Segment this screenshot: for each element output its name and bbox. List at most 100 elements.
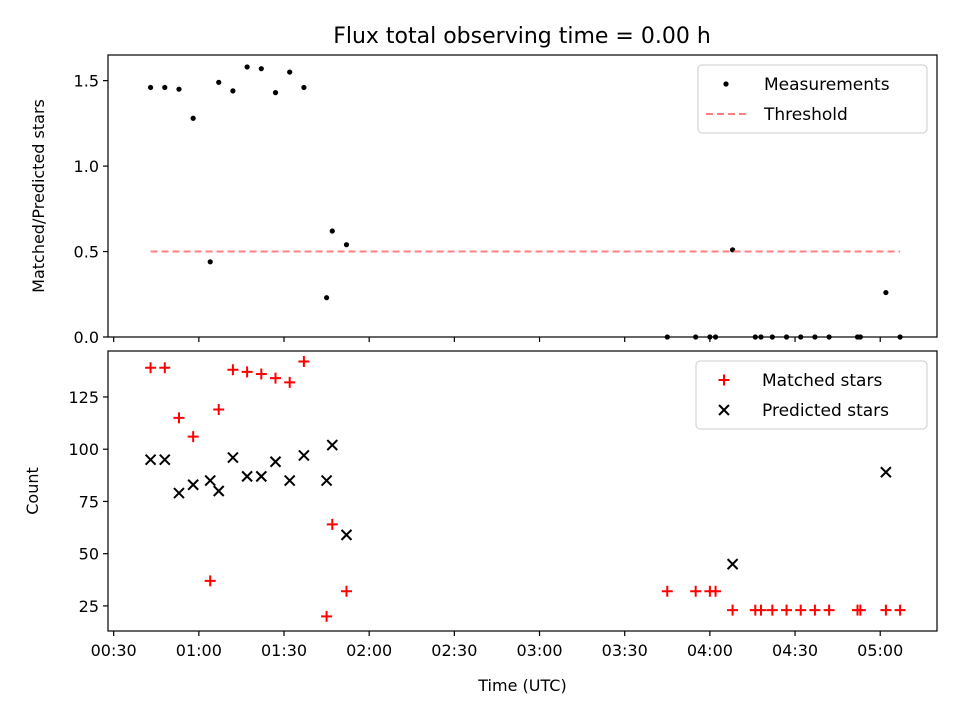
y-tick-label: 0.0 — [74, 328, 99, 347]
matched-star-point — [241, 366, 253, 378]
predicted-star-point — [213, 485, 225, 497]
measurement-point — [301, 84, 307, 91]
measurement-point — [162, 84, 168, 91]
bottom-panel: 25 50 75 100 125 00:30 01:00 01:30 02:00 02:30 03:… — [23, 350, 938, 695]
predicted-star-point — [173, 487, 185, 499]
predicted-star-point — [320, 474, 333, 487]
matched-star-point — [173, 412, 185, 424]
predicted-star-point — [187, 479, 199, 491]
measurement-point — [798, 334, 804, 340]
matched-star-point — [284, 376, 296, 388]
measurement-point — [812, 334, 818, 340]
y-tick-label: 25 — [79, 597, 99, 616]
y-tick-label: 50 — [79, 545, 99, 564]
axes-frame — [107, 54, 938, 338]
measurement-point — [752, 334, 758, 340]
x-tick-label: 03:00 — [516, 641, 562, 660]
x-tick-label: 01:00 — [176, 641, 222, 660]
measurement-point — [230, 88, 236, 94]
x-tick-label: 05:00 — [857, 641, 903, 660]
matched-star-point — [727, 604, 739, 616]
measurement-point — [272, 90, 279, 96]
measurement-point — [147, 84, 154, 91]
predicted-star-point — [298, 449, 310, 462]
y-axis-label: Matched/Predicted stars — [29, 99, 48, 293]
matched-star-point — [298, 355, 310, 367]
y-axis-label: Count — [23, 467, 42, 515]
legend-box — [697, 64, 928, 134]
measurement-point — [758, 334, 764, 340]
measurement-point — [783, 334, 790, 340]
y-tick-label: 1.0 — [74, 157, 99, 176]
x-tick-label: 01:30 — [261, 641, 307, 660]
measurement-point — [712, 334, 719, 340]
legend-swatch-measurements — [723, 81, 729, 87]
matched-star-point — [690, 585, 702, 597]
matched-star-point — [894, 604, 906, 616]
measurement-point — [664, 334, 670, 340]
measurement-point — [244, 64, 250, 70]
x-tick-label: 02:00 — [346, 641, 392, 660]
y-tick-label: 100 — [68, 440, 99, 459]
top-panel: 0.0 0.5 1.0 1.5 Matched/Predicted stars Measu… — [29, 54, 938, 347]
measurement-point — [693, 334, 699, 340]
measurement-point — [769, 334, 775, 340]
legend-box — [695, 360, 928, 430]
predicted-star-point — [227, 451, 239, 464]
matched-star-point — [145, 362, 157, 374]
predicted-star-point — [204, 474, 216, 487]
legend-label: Predicted stars — [762, 401, 889, 421]
matched-star-point — [781, 604, 793, 616]
predicted-star-point — [326, 439, 338, 451]
x-tick-label: 04:00 — [687, 641, 733, 660]
legend-swatch-predicted — [718, 404, 730, 416]
predicted-star-point — [726, 558, 739, 570]
legend-label: Threshold — [763, 105, 848, 125]
measurement-point — [897, 334, 903, 340]
measurement-point — [857, 334, 863, 340]
y-tick-label: 75 — [79, 492, 99, 511]
matched-star-point — [326, 518, 338, 530]
matched-star-point — [795, 604, 807, 616]
matched-star-point — [340, 585, 352, 597]
x-tick-label: 02:30 — [431, 641, 477, 660]
predicted-star-point — [269, 456, 282, 468]
measurement-point — [324, 295, 330, 301]
matched-star-point — [227, 364, 239, 376]
predicted-star-point — [340, 529, 353, 541]
measurement-point — [207, 259, 213, 265]
predicted-star-point — [241, 470, 253, 483]
matched-star-point — [255, 368, 267, 380]
legend-swatch-matched — [718, 374, 730, 386]
chart-title: Flux total observing time = 0.00 h — [333, 24, 711, 49]
measurement-point — [329, 228, 335, 234]
x-tick-label: 03:30 — [602, 641, 648, 660]
measurement-point — [216, 79, 222, 85]
predicted-star-point — [159, 453, 171, 466]
matched-star-point — [204, 575, 216, 587]
matched-star-point — [213, 404, 225, 416]
axes-frame — [107, 350, 938, 632]
y-tick-label: 125 — [68, 388, 99, 407]
measurement-point — [287, 69, 293, 75]
matched-star-point — [187, 431, 199, 443]
matched-star-point — [755, 604, 767, 616]
predicted-star-point — [144, 453, 157, 466]
matched-star-point — [159, 362, 171, 374]
matched-star-point — [710, 585, 722, 597]
matched-star-point — [880, 604, 892, 616]
y-tick-label: 1.5 — [74, 72, 99, 91]
x-tick-label: 04:30 — [772, 641, 818, 660]
measurement-point — [190, 115, 196, 121]
matched-star-point — [854, 604, 866, 616]
predicted-star-point — [880, 466, 892, 478]
matched-star-point — [661, 585, 673, 597]
measurement-point — [826, 334, 832, 340]
measurement-point — [707, 334, 713, 340]
matched-star-point — [766, 604, 778, 616]
measurement-point — [176, 86, 182, 92]
y-tick-label: 0.5 — [74, 243, 99, 262]
matched-star-point — [321, 610, 333, 622]
measurement-point — [883, 289, 889, 296]
